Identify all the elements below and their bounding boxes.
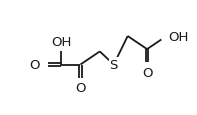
Text: O: O — [75, 82, 86, 95]
Text: OH: OH — [51, 35, 71, 48]
Text: OH: OH — [168, 30, 188, 43]
Text: O: O — [142, 66, 152, 79]
Text: S: S — [110, 59, 118, 71]
Text: O: O — [30, 59, 40, 71]
